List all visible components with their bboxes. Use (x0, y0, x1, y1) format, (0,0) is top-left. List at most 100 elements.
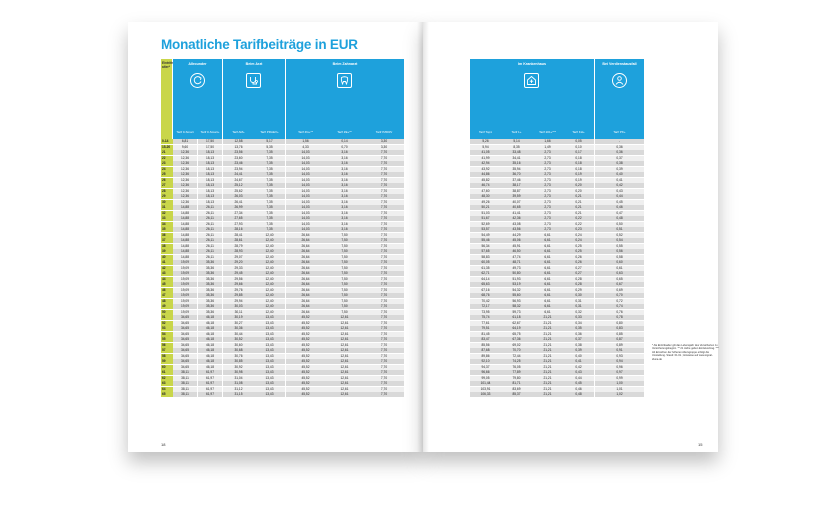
value-cell: 40,65 (501, 205, 532, 211)
value-cell: 14,88 (173, 243, 197, 249)
age-cell: 38 (161, 243, 173, 249)
value-cell: 7,70 (364, 331, 404, 337)
value-cell: 67,16 (470, 287, 501, 293)
value-cell: 14,03 (286, 177, 325, 183)
value-cell: 0,40 (563, 353, 594, 359)
value-cell: 0,91 (595, 348, 644, 354)
value-cell: 12,36 (173, 150, 197, 156)
value-cell: 45,52 (286, 381, 325, 387)
value-cell: 0,22 (563, 216, 594, 222)
value-cell: 0,18 (563, 166, 594, 172)
value-cell: 46,18 (198, 364, 222, 370)
value-cell: 0,26 (563, 260, 594, 266)
value-cell: 6,61 (532, 276, 563, 282)
value-cell: 29,85 (223, 293, 254, 299)
value-cell: 45,52 (286, 337, 325, 343)
value-cell: 0,55 (595, 243, 644, 249)
value-cell: 2,73 (532, 161, 563, 167)
value-cell: 30,85 (223, 359, 254, 365)
value-cell: 19,09 (173, 287, 197, 293)
value-cell: 13,43 (254, 320, 285, 326)
value-cell: 72,17 (470, 304, 501, 310)
value-cell: 46,74 (470, 183, 501, 189)
value-cell: 0,94 (595, 359, 644, 365)
value-cell: 26,03 (223, 194, 254, 200)
value-cell: 52,69 (470, 221, 501, 227)
value-cell: 0,60 (595, 260, 644, 266)
value-cell: 3,16 (325, 221, 364, 227)
value-cell: 29,66 (223, 282, 254, 288)
value-cell: 31,04 (223, 375, 254, 381)
value-cell: 2,73 (532, 221, 563, 227)
value-cell: 12,36 (173, 161, 197, 167)
value-cell: 21,21 (532, 386, 563, 392)
value-cell: 13,43 (254, 359, 285, 365)
value-cell: 59,73 (501, 309, 532, 315)
value-cell: 14,88 (173, 205, 197, 211)
value-cell: 0,18 (563, 155, 594, 161)
value-cell: 58,32 (501, 304, 532, 310)
value-cell: 0,29 (563, 287, 594, 293)
value-cell: 12,40 (254, 276, 285, 282)
value-cell: 34,65 (173, 320, 197, 326)
value-cell: 26,64 (286, 309, 325, 315)
header-verdienstausfall: Bei Verdienstausfall Tarif PK+ (595, 59, 644, 139)
value-cell: 42,36 (501, 216, 532, 222)
value-cell: 61,18 (501, 315, 532, 321)
value-cell: 25,62 (223, 188, 254, 194)
value-cell: 31,15 (223, 392, 254, 398)
value-cell: 33,48 (501, 150, 532, 156)
col-label: Tarif AM+ (232, 130, 245, 134)
value-cell: 0,25 (563, 243, 594, 249)
value-cell: 19,09 (173, 298, 197, 304)
value-cell: 0,46 (595, 205, 644, 211)
value-cell: 23,46 (223, 161, 254, 167)
value-cell: 3,16 (325, 210, 364, 216)
page-gutter (417, 22, 429, 452)
value-cell: 19,09 (173, 265, 197, 271)
value-cell: 0,44 (595, 194, 644, 200)
value-cell: 41,99 (470, 155, 501, 161)
value-cell: 13,43 (254, 353, 285, 359)
value-cell: 6,61 (532, 249, 563, 255)
value-cell: 56,93 (501, 298, 532, 304)
value-cell: 14,03 (286, 161, 325, 167)
value-cell: 18,13 (198, 161, 222, 167)
value-cell: 21,21 (532, 353, 563, 359)
value-cell: 26,64 (286, 282, 325, 288)
value-cell: 26,64 (286, 249, 325, 255)
value-cell: 2,73 (532, 166, 563, 172)
value-cell: 0,56 (595, 249, 644, 255)
value-cell: 0,58 (595, 254, 644, 260)
value-cell: 14,03 (286, 155, 325, 161)
value-cell: 7,50 (325, 232, 364, 238)
value-cell: 0,30 (563, 293, 594, 299)
value-cell: 21,21 (532, 392, 563, 398)
hospital-icon (524, 73, 539, 88)
value-cell: 7,35 (254, 150, 285, 156)
value-cell: 56,34 (470, 243, 501, 249)
value-cell: 21,21 (532, 359, 563, 365)
value-cell: 45,52 (286, 359, 325, 365)
value-cell: 7,70 (364, 337, 404, 343)
value-cell: 45,52 (286, 386, 325, 392)
value-cell: 18,13 (198, 183, 222, 189)
value-cell: 35,36 (198, 293, 222, 299)
value-cell: 54,49 (470, 232, 501, 238)
col-label: Tarif Top1 (479, 130, 492, 134)
value-cell: 3,16 (325, 161, 364, 167)
value-cell: 0,93 (595, 353, 644, 359)
value-cell: 12,61 (325, 342, 364, 348)
value-cell: 0,41 (563, 359, 594, 365)
value-cell: 2,73 (532, 199, 563, 205)
value-cell: 0,36 (595, 144, 644, 150)
value-cell: 43,08 (501, 221, 532, 227)
value-cell: 0,39 (595, 166, 644, 172)
value-cell: 13,43 (254, 381, 285, 387)
footnotes: * Als Eintrittsalter gilt das Lebensjahr… (652, 344, 719, 361)
value-cell: 46,18 (198, 348, 222, 354)
value-cell: 35,36 (198, 309, 222, 315)
value-cell: 0,32 (563, 309, 594, 315)
age-cell: 56 (161, 342, 173, 348)
value-cell: 19,09 (173, 293, 197, 299)
